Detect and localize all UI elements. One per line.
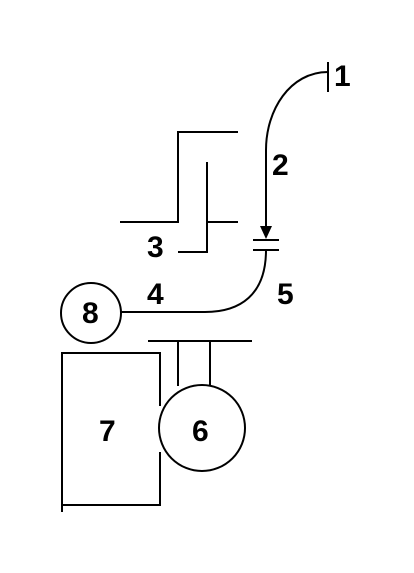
circle-6 xyxy=(158,384,246,472)
label-3: 3 xyxy=(147,231,164,264)
label-6: 6 xyxy=(192,415,209,448)
label-5: 5 xyxy=(277,278,294,311)
box-7 xyxy=(61,352,161,506)
curved-line-4 xyxy=(121,249,267,313)
label-4: 4 xyxy=(147,278,164,311)
circle-8 xyxy=(60,282,122,344)
label-8: 8 xyxy=(82,297,99,330)
stepped-line-3b xyxy=(178,162,208,253)
label-2: 2 xyxy=(272,149,289,182)
arrow-head xyxy=(260,226,272,239)
label-7: 7 xyxy=(99,415,116,448)
curved-lead-2 xyxy=(265,71,329,226)
label-1: 1 xyxy=(334,60,351,93)
stepped-line-3a xyxy=(120,131,238,223)
